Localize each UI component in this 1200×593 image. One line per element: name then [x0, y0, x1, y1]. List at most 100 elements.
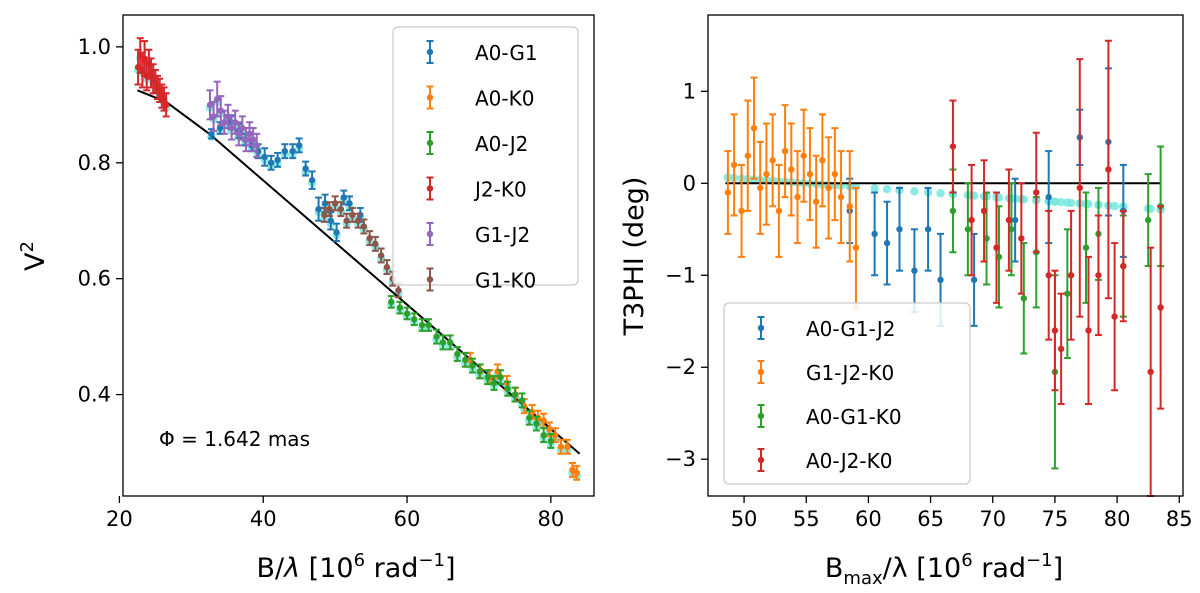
data-point	[852, 244, 860, 251]
data-point	[253, 142, 260, 149]
data-point	[433, 333, 440, 340]
data-point	[321, 200, 329, 207]
legend-label: A0-G1	[475, 41, 538, 65]
x-tick-label: 20	[106, 507, 133, 531]
data-point	[326, 205, 333, 213]
data-point	[302, 165, 309, 172]
legend-label: A0-G1-J2	[806, 317, 896, 341]
r-model-marker	[1056, 197, 1066, 207]
data-point	[331, 200, 339, 207]
y-tick-label: 0	[683, 171, 696, 195]
data-point	[403, 310, 411, 317]
data-point	[1120, 262, 1127, 270]
data-point	[239, 124, 246, 132]
data-point	[484, 373, 491, 381]
data-point	[249, 136, 257, 143]
data-point	[504, 385, 511, 392]
data-point	[573, 469, 580, 477]
data-point	[546, 426, 553, 433]
data-point	[308, 176, 316, 184]
data-point	[1051, 327, 1059, 334]
y-tick-label: 0.8	[78, 151, 111, 175]
data-point	[1147, 368, 1154, 376]
data-point	[837, 193, 845, 201]
legend-label: J2-K0	[473, 178, 527, 202]
data-point	[217, 107, 224, 114]
y-tick-label: 1	[683, 79, 696, 103]
data-point	[993, 244, 1000, 251]
legend-marker-dot	[426, 230, 434, 238]
legend-marker-dot	[426, 94, 434, 101]
data-point	[346, 200, 353, 207]
data-point	[511, 391, 519, 398]
data-point	[439, 339, 447, 346]
r-model-marker	[870, 184, 879, 193]
data-point	[551, 431, 559, 439]
data-point	[1057, 345, 1065, 353]
data-point	[274, 156, 281, 164]
l-series-j2-k0	[134, 37, 170, 118]
data-point	[295, 142, 303, 149]
legend-label: G1-J2-K0	[806, 361, 894, 385]
data-point	[224, 113, 232, 120]
data-point	[757, 184, 764, 192]
data-point	[1111, 313, 1118, 320]
data-point	[730, 161, 738, 169]
data-point	[819, 157, 826, 164]
data-point	[1067, 272, 1075, 279]
data-point	[208, 130, 215, 138]
r-model-marker	[936, 189, 945, 198]
data-point	[281, 147, 288, 155]
right-x-axis-label: Bmax/λ [106 rad−1]	[825, 550, 1063, 589]
data-point	[763, 170, 770, 178]
r-model-marker	[1110, 201, 1119, 211]
data-point	[210, 113, 217, 120]
data-point	[396, 304, 404, 311]
data-point	[1020, 295, 1028, 302]
y-tick-label: 0.4	[78, 383, 111, 407]
y-tick-label: −2	[665, 355, 696, 379]
data-point	[526, 414, 533, 421]
data-point	[896, 226, 903, 233]
data-point	[221, 119, 228, 126]
data-point	[949, 207, 957, 215]
data-point	[540, 417, 547, 424]
data-point	[231, 119, 239, 126]
data-point	[162, 101, 170, 109]
legend-marker-dot	[426, 139, 434, 147]
x-tick-label: 55	[793, 507, 820, 531]
data-point	[315, 205, 322, 213]
l-series-g1-j2	[206, 80, 261, 158]
x-tick-label: 75	[1042, 507, 1069, 531]
data-point	[214, 95, 221, 103]
data-point	[1085, 327, 1092, 334]
legend-marker-dot	[757, 324, 765, 332]
legend-label: A0-K0	[475, 87, 534, 111]
data-point	[924, 226, 932, 233]
right-plot-area	[723, 39, 1165, 497]
data-point	[781, 147, 789, 155]
left-axes-frame	[122, 14, 595, 497]
data-point	[825, 184, 832, 192]
data-point	[337, 205, 345, 213]
data-point	[216, 124, 224, 132]
r-model-marker	[882, 185, 892, 194]
data-point	[1076, 184, 1083, 192]
right-legend: A0-G1-J2 G1-J2-K0 A0-G1-K0 A0-J2-K0	[723, 302, 971, 485]
data-point	[372, 240, 379, 248]
y-tick-label: −1	[665, 263, 696, 287]
data-point	[469, 362, 476, 369]
data-point	[343, 217, 350, 224]
data-point	[846, 203, 853, 210]
legend-marker-dot	[426, 276, 434, 283]
x-tick-label: 60	[394, 507, 421, 531]
data-point	[425, 321, 432, 329]
left-model-fit-line	[137, 89, 581, 455]
data-point	[1018, 235, 1025, 242]
data-point	[340, 194, 347, 201]
data-point	[788, 166, 795, 173]
data-point	[454, 350, 461, 358]
data-point	[1144, 216, 1152, 224]
legend-marker-dot	[757, 368, 765, 376]
legend-marker-dot	[426, 48, 434, 56]
